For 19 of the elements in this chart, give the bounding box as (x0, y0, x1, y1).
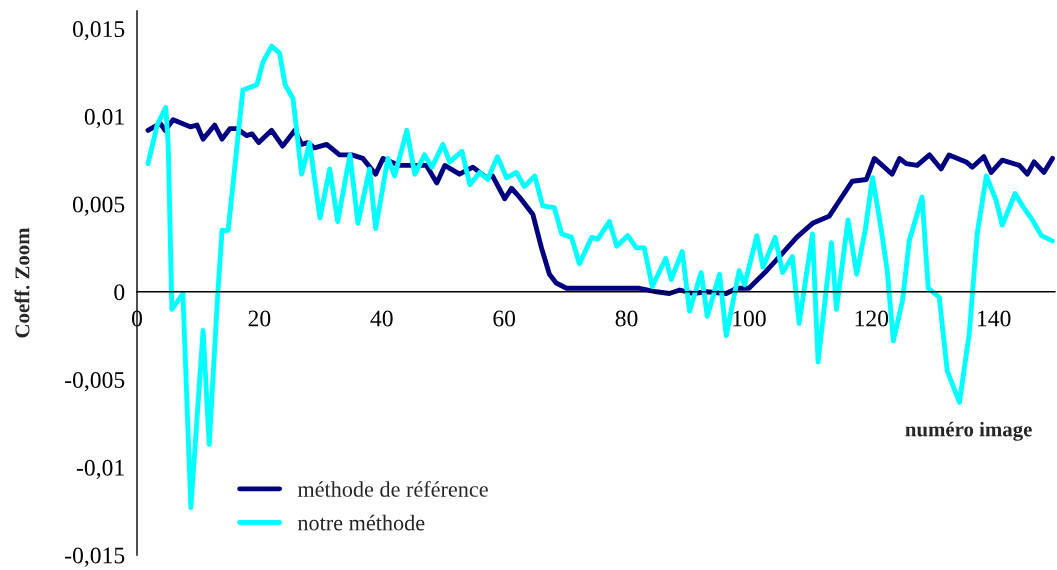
x-tick-label: 100 (733, 310, 766, 327)
y-tick-label: -0,01 (76, 459, 124, 480)
x-tick-label: 40 (370, 310, 393, 327)
x-tick-label: 120 (855, 310, 889, 327)
y-tick-label: 0,005 (72, 196, 125, 216)
x-tick-label: 80 (615, 310, 638, 327)
x-axis-title: numéro image (905, 421, 1032, 441)
y-tick-label: 0,01 (84, 108, 124, 129)
y-tick-label: 0 (114, 284, 125, 301)
legend-label: méthode de référence (297, 481, 488, 497)
line-series (145, 43, 1055, 511)
x-tick-label: 140 (978, 310, 1011, 327)
y-tick-label: -0,015 (65, 547, 125, 567)
x-tick-label: 20 (248, 310, 271, 327)
y-axis-title: Coeff. Zoom (14, 227, 30, 338)
y-tick-label: -0,005 (65, 372, 125, 392)
y-tick-label: 0,015 (72, 21, 125, 41)
x-tick-label: 60 (493, 310, 516, 327)
legend-label: notre méthode (297, 514, 425, 531)
